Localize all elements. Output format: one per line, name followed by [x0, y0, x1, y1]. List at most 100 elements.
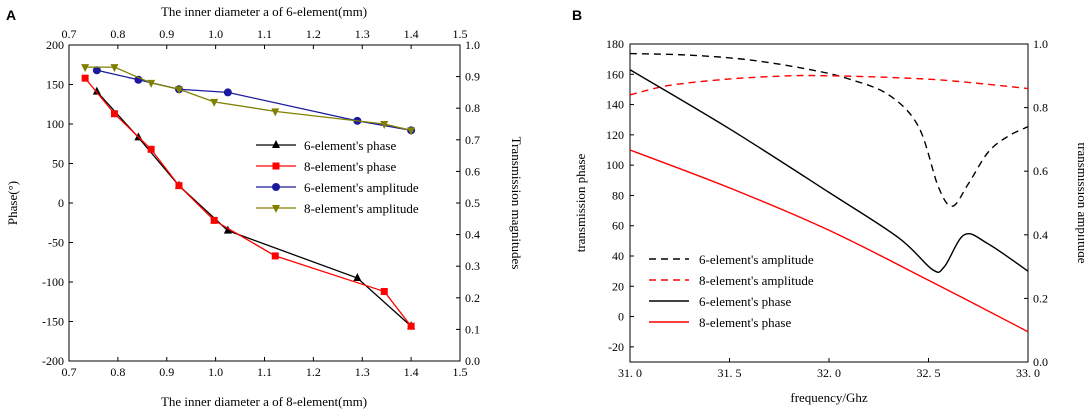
x-tick-label-bottom: 1.0: [208, 365, 223, 379]
y-tick-label-left: -150: [42, 315, 64, 329]
data-point: [175, 182, 183, 190]
panel-a-ylabel-left: Phase(°): [5, 181, 20, 225]
panel-b-ylabel-left: transmission phase: [573, 153, 588, 252]
y-tick-label-right: 1.0: [465, 38, 480, 52]
data-point: [210, 98, 219, 107]
legend-marker: [272, 183, 280, 191]
data-point: [92, 86, 101, 95]
panel-b-letter: B: [572, 7, 582, 23]
y-tick-label-right: 0.8: [465, 101, 480, 115]
data-point: [92, 66, 101, 75]
y-tick-label-left: -100: [42, 275, 64, 289]
panel-a-series: [81, 64, 416, 330]
y-tick-label-left: 0: [618, 310, 624, 324]
x-tick-label-top: 0.9: [159, 27, 174, 41]
data-point: [223, 225, 232, 234]
legend-label: 8-element's amplitude: [699, 273, 814, 288]
y-tick-label-right: 0.9: [465, 70, 480, 84]
legend-label: 8-element's phase: [304, 159, 396, 174]
legend-label: 8-element's phase: [699, 315, 791, 330]
legend-label: 6-element's amplitude: [699, 252, 814, 267]
legend-label: 6-element's phase: [304, 138, 396, 153]
x-tick-label-top: 1.4: [404, 27, 419, 41]
y-tick-label-left: 60: [612, 219, 624, 233]
panel-a-ylabel-right: Transmission magnitudes: [509, 137, 524, 270]
panel-b-tick-labels: 31. 0 31. 5 32. 0 32. 5 33. 0 180 160 140 120 100…: [606, 37, 1048, 380]
x-tick-label: 32. 0: [817, 366, 841, 380]
y-tick-label-right: 0.6: [1033, 164, 1048, 178]
panel-a-ticks: [68, 44, 461, 362]
y-tick-label-left: 200: [46, 38, 64, 52]
legend-marker: [272, 162, 280, 170]
y-tick-label-left: -20: [608, 340, 624, 354]
legend-label: 6-element's phase: [699, 294, 791, 309]
data-point: [174, 86, 183, 95]
x-tick-label-top: 1.2: [306, 27, 321, 41]
panel-b-plot-frame: [629, 43, 1029, 363]
y-tick-label-left: 100: [606, 158, 624, 172]
y-tick-label-right: 1.0: [1033, 37, 1048, 51]
legend-label: 8-element's amplitude: [304, 201, 419, 216]
data-point: [147, 79, 156, 88]
y-tick-label-right: 0.6: [465, 164, 480, 178]
x-tick-label-bottom: 1.2: [306, 365, 321, 379]
y-tick-label-right: 0.4: [465, 228, 480, 242]
panel-b-xlabel: frequency/Ghz: [790, 390, 867, 405]
y-tick-label-left: 20: [612, 279, 624, 293]
x-tick-label-bottom: 0.7: [62, 365, 77, 379]
x-tick-label-top: 0.7: [62, 27, 77, 41]
x-tick-label-bottom: 1.3: [355, 365, 370, 379]
y-tick-label-right: 0.5: [465, 196, 480, 210]
panel-a-legend: 6-element's phase 8-element's phase 6-elem…: [256, 138, 419, 216]
series-line-3: [85, 66, 412, 131]
y-tick-label-right: 0.1: [465, 322, 480, 336]
series-curve-0: [629, 52, 1029, 207]
data-point: [407, 127, 416, 136]
y-tick-label-left: 80: [612, 188, 624, 202]
legend-marker: [272, 205, 280, 213]
data-point: [147, 145, 155, 153]
y-tick-label-right: 0.8: [1033, 101, 1048, 115]
series-curve-1: [629, 74, 1029, 96]
panel-a-tick-labels: 0.7 0.7 0.8 0.8 0.9 0.9 1.0 1.0 1.1 1.1 1.2 1.2 1.3 1…: [42, 27, 480, 379]
series-curve-3: [629, 149, 1029, 333]
x-tick-label-bottom: 0.9: [159, 365, 174, 379]
x-tick-label-top: 1.5: [453, 27, 468, 41]
data-point: [407, 322, 415, 330]
y-tick-label-left: 140: [606, 98, 624, 112]
x-tick-label: 31. 5: [718, 366, 742, 380]
data-point: [81, 74, 89, 82]
x-tick-label: 33. 0: [1016, 366, 1040, 380]
data-point: [210, 216, 218, 224]
y-tick-label-left: -50: [48, 236, 64, 250]
panel-a-letter: A: [6, 7, 16, 23]
x-tick-label-bottom: 0.8: [110, 365, 125, 379]
legend-marker: [272, 140, 280, 148]
panel-b-ylabel-right: transmission amplitude: [1075, 143, 1084, 264]
y-tick-label-right: 0.2: [1033, 291, 1048, 305]
x-tick-label: 32. 5: [917, 366, 941, 380]
panel-b-ticks: [629, 43, 1029, 363]
y-tick-label-left: 50: [52, 157, 64, 171]
x-tick-label-bottom: 1.5: [453, 365, 468, 379]
series-curve-2: [629, 69, 1029, 273]
data-point: [380, 287, 388, 295]
y-tick-label-right: 0.0: [1033, 355, 1048, 369]
series-line-1: [84, 77, 412, 327]
data-point: [223, 88, 232, 97]
y-tick-label-left: 0: [58, 196, 64, 210]
panel-b-series: [629, 52, 1029, 333]
x-tick-label-top: 1.1: [257, 27, 272, 41]
y-tick-label-right: 0.2: [465, 291, 480, 305]
legend-label: 6-element's amplitude: [304, 180, 419, 195]
y-tick-label-left: -200: [42, 354, 64, 368]
y-tick-label-left: 180: [606, 37, 624, 51]
y-tick-label-left: 150: [46, 78, 64, 92]
y-tick-label-left: 120: [606, 128, 624, 142]
y-tick-label-right: 0.0: [465, 354, 480, 368]
panel-a: A 0.7 0.7 0.8 0.8 0.9 0.9 1.0 1.0 1.1 1.1 1.2 1.2 1.…: [5, 4, 524, 409]
x-tick-label-top: 1.3: [355, 27, 370, 41]
x-tick-label-top: 1.0: [208, 27, 223, 41]
data-point: [271, 252, 279, 260]
